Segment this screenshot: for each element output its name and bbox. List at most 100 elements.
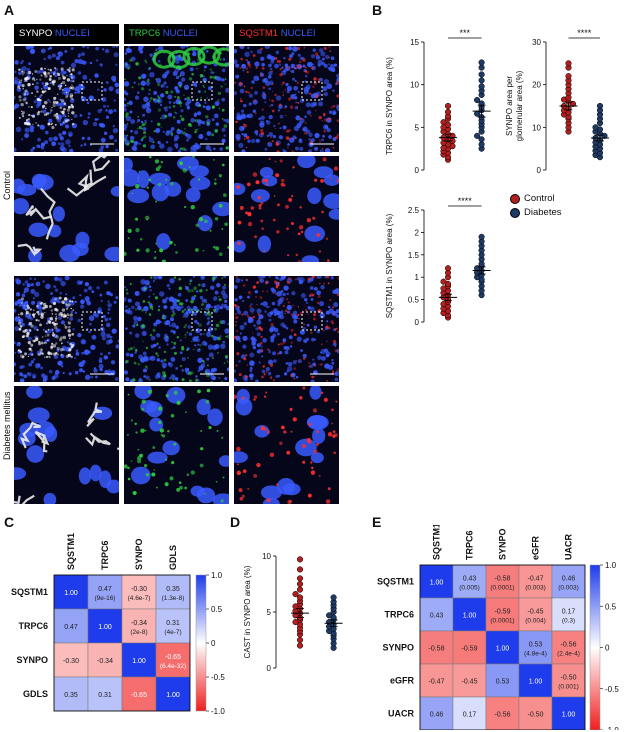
stain-dot [211, 276, 216, 281]
nucleus-dot [269, 80, 274, 86]
column-header-sqstm1: SQSTM1 NUCLEI [234, 24, 339, 44]
stain-dot [60, 353, 63, 357]
nucleus-dot [64, 276, 70, 281]
stain-dot [271, 99, 274, 103]
micrograph-image [124, 386, 229, 504]
nucleus-dot [56, 349, 60, 352]
nucleus-dot [335, 82, 338, 86]
nucleus-dot [207, 344, 214, 350]
nucleus-dot [263, 77, 268, 83]
nucleus-dot [286, 366, 293, 372]
nucleus-dot [54, 288, 59, 292]
stain-dot [40, 341, 44, 345]
stain-dot [169, 240, 173, 245]
stain-dot [147, 301, 150, 304]
stain-dot [152, 293, 155, 296]
stain-dot [199, 217, 204, 222]
heatmap-cell [485, 663, 520, 698]
legend-dot-control [510, 193, 520, 204]
stain-dot [253, 398, 256, 401]
nucleus-dot [124, 62, 128, 66]
nucleus-dot [336, 73, 339, 78]
nucleus-dot [105, 81, 109, 84]
stain-dot [336, 119, 339, 122]
stain-dot [284, 309, 288, 313]
stain-dot [61, 111, 63, 113]
stain-dot [331, 370, 335, 373]
nucleus-dot [14, 300, 19, 306]
nucleus-dot [84, 374, 91, 381]
column-label: TRPC6 [100, 540, 110, 570]
stain-dot [44, 84, 47, 87]
stain-dot [301, 443, 307, 449]
stain-dot [57, 353, 59, 356]
nucleus-dot [88, 95, 95, 101]
nucleus-dot [291, 52, 295, 56]
stain-dot [70, 73, 73, 76]
stain-dot [198, 323, 202, 327]
stain-dot [221, 108, 225, 112]
stain-dot [336, 104, 338, 106]
stain-dot [173, 332, 176, 335]
stain-dot [174, 95, 177, 98]
y-axis-label: TRPC6 in SYNPO area (%) [385, 57, 394, 155]
nucleus-dot [102, 329, 105, 333]
stain-dot [320, 343, 323, 346]
nucleus-dot [251, 138, 256, 144]
stain-dot [143, 287, 147, 291]
stain-dot [316, 301, 320, 305]
stain-dot [57, 76, 61, 80]
stain-dot [194, 294, 197, 298]
stain-dot [152, 141, 155, 144]
stain-dot [171, 460, 175, 465]
stain-dot [329, 298, 332, 302]
nucleus-dot [20, 301, 26, 307]
nucleus-dot [47, 98, 50, 102]
stain-dot [22, 111, 25, 115]
nucleus-dot [316, 276, 322, 279]
legend-item-diabetes: Diabetes [510, 207, 562, 218]
nucleus-dot [270, 287, 275, 292]
nucleus [257, 235, 272, 253]
stain-dot [71, 98, 74, 101]
stain-dot [183, 94, 185, 96]
nucleus-dot [221, 140, 225, 144]
nucleus-dot [22, 283, 26, 286]
stain-dot [179, 485, 183, 490]
stain-dot [58, 87, 62, 91]
nucleus-dot [165, 320, 171, 326]
nucleus-dot [268, 276, 271, 278]
cell-value: 1.00 [496, 646, 510, 653]
data-point [296, 575, 304, 582]
stain-dot [71, 355, 73, 357]
stain-dot [59, 348, 64, 352]
stain-dot [270, 322, 274, 327]
stain-dot [68, 325, 71, 329]
nucleus-dot [14, 60, 19, 65]
nucleus-dot [264, 101, 267, 104]
stain-name: SYNPO [19, 28, 53, 39]
stain-dot [336, 94, 339, 98]
stain-dot [291, 150, 295, 152]
stain-dot [33, 340, 36, 342]
stain-dot [202, 359, 205, 363]
stain-dot [283, 430, 287, 434]
stain-dot [276, 150, 280, 152]
nucleus-dot [61, 91, 65, 95]
cell-pvalue: (0.003) [558, 585, 579, 592]
stain-dot [68, 71, 71, 73]
stain-dot [64, 84, 67, 87]
stain-dot [51, 333, 56, 337]
stain-dot [163, 358, 167, 362]
nucleus-dot [292, 360, 297, 365]
stain-dot [53, 96, 57, 100]
synpo-strand [85, 432, 111, 447]
stain-dot [152, 446, 156, 449]
nucleus-dot [79, 114, 83, 117]
nucleus-dot [211, 118, 215, 122]
nucleus-dot [27, 336, 32, 341]
stain-dot [299, 360, 301, 363]
stain-dot [173, 341, 177, 345]
stain-dot [299, 396, 303, 400]
